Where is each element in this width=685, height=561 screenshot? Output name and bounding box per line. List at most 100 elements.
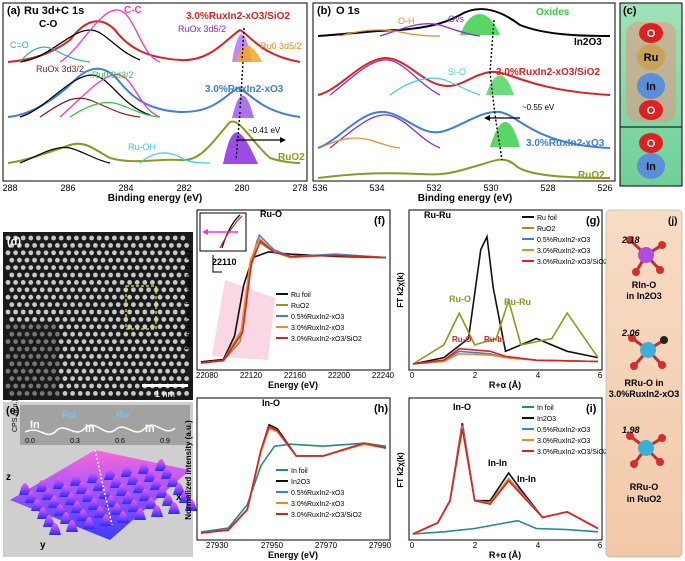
stem-atom xyxy=(13,309,18,315)
stem-atom xyxy=(134,339,140,344)
legend-label: 3.0%RuxIn2-xO3 xyxy=(291,325,344,332)
legend-label: 3.0%RuxIn2-xO3 xyxy=(291,501,344,508)
panel-a: (a) Ru 3d+C 1s C-O C-C C=O RuOx 3d5/2 Ru… xyxy=(2,2,308,204)
stem-atom xyxy=(28,265,34,270)
stem-atom xyxy=(62,317,68,322)
stem-atom xyxy=(55,317,60,322)
stem-atom xyxy=(55,331,60,337)
stem-atom xyxy=(172,265,178,270)
stem-atom xyxy=(115,272,121,278)
stem-atom xyxy=(32,376,37,381)
stem-atom xyxy=(161,346,167,352)
stem-atom xyxy=(161,257,167,263)
stem-atom xyxy=(169,302,174,307)
stem-atom xyxy=(36,250,41,256)
stem-atom xyxy=(93,302,98,307)
stem-atom xyxy=(39,272,45,278)
stem-atom xyxy=(77,331,83,337)
stem-atom xyxy=(119,235,125,241)
stem-atom xyxy=(153,376,159,381)
svg-text:6: 6 xyxy=(598,541,603,550)
svg-text:22080: 22080 xyxy=(196,371,219,380)
stem-atom xyxy=(66,324,72,330)
svg-text:27970: 27970 xyxy=(315,541,338,550)
stem-atom xyxy=(13,383,18,389)
stem-atom xyxy=(119,265,125,270)
stem-atom xyxy=(131,391,136,396)
stem-atom xyxy=(62,287,68,293)
panel-a-title: Ru 3d+C 1s xyxy=(24,5,84,17)
stem-atom xyxy=(43,250,49,256)
stem-atom xyxy=(36,339,41,344)
stem-atom xyxy=(150,339,155,344)
surface-peak xyxy=(167,475,179,487)
stem-atom xyxy=(176,331,182,337)
stem-atom xyxy=(134,250,140,256)
legend-label: 0.5%RuxIn2-xO3 xyxy=(537,237,590,244)
stem-atom xyxy=(51,250,56,256)
stem-atom xyxy=(93,331,98,337)
stem-atom xyxy=(28,294,34,300)
stem-atom xyxy=(89,368,94,374)
stem-atom xyxy=(123,376,129,381)
stem-atom xyxy=(81,280,87,285)
stem-atom xyxy=(146,272,152,278)
stem-atom xyxy=(85,317,91,322)
surface-peak xyxy=(161,467,173,479)
stem-atom xyxy=(134,368,140,374)
stem-atom xyxy=(43,354,49,359)
svg-text:O: O xyxy=(647,138,656,150)
stem-atom xyxy=(17,346,22,352)
svg-text:530: 530 xyxy=(483,183,498,193)
label-ruox-52: RuOx 3d5/2 xyxy=(178,24,226,34)
stem-atom xyxy=(55,257,60,263)
stem-atom xyxy=(123,361,129,367)
stem-atom xyxy=(58,250,64,256)
surface-peak xyxy=(105,495,117,507)
stem-atom xyxy=(108,391,113,396)
stem-atom xyxy=(93,272,98,278)
stem-atom xyxy=(146,361,152,367)
stem-atom xyxy=(66,354,72,359)
stem-atom xyxy=(100,346,106,352)
surface-peak xyxy=(88,498,100,510)
stem-atom xyxy=(138,391,144,396)
stem-atom xyxy=(138,302,144,307)
legend-label: 3.0%RuxIn2-xO3/SiO2 xyxy=(291,512,362,519)
stem-atom xyxy=(138,346,144,352)
stem-atom xyxy=(180,339,186,344)
stem-atom xyxy=(58,309,64,315)
stem-atom xyxy=(100,257,106,263)
stem-atom xyxy=(55,272,60,278)
stem-atom xyxy=(176,317,182,322)
stem-atom xyxy=(24,361,30,367)
stem-atom xyxy=(32,346,37,352)
stem-atom xyxy=(119,354,125,359)
label-ru-in-g: Ru-In xyxy=(484,335,505,344)
stem-atom xyxy=(62,302,68,307)
stem-atom xyxy=(96,354,102,359)
stem-atom xyxy=(108,287,113,293)
stem-atom xyxy=(172,339,178,344)
dist-1: 2.18 xyxy=(621,235,640,245)
stem-atom xyxy=(100,376,106,381)
stem-atom xyxy=(20,280,26,285)
stem-atom xyxy=(123,272,129,278)
stem-atom xyxy=(74,280,79,285)
stem-atom xyxy=(43,368,49,374)
legend-label: In2O3 xyxy=(537,416,556,423)
svg-text:In: In xyxy=(30,419,40,431)
stem-atom xyxy=(17,361,22,367)
panel-a-xlabel: Binding energy (eV) xyxy=(108,193,202,204)
stem-atom xyxy=(150,309,155,315)
panel-e-letter: (e) xyxy=(6,405,20,417)
stem-atom xyxy=(66,235,72,241)
stem-atom xyxy=(9,243,15,248)
stem-atom xyxy=(70,391,75,396)
stem-atom xyxy=(74,324,79,330)
stem-atom xyxy=(123,346,129,352)
stem-atom xyxy=(96,265,102,270)
surface-peak xyxy=(116,484,128,496)
stem-atom xyxy=(81,324,87,330)
stem-atom xyxy=(157,280,163,285)
